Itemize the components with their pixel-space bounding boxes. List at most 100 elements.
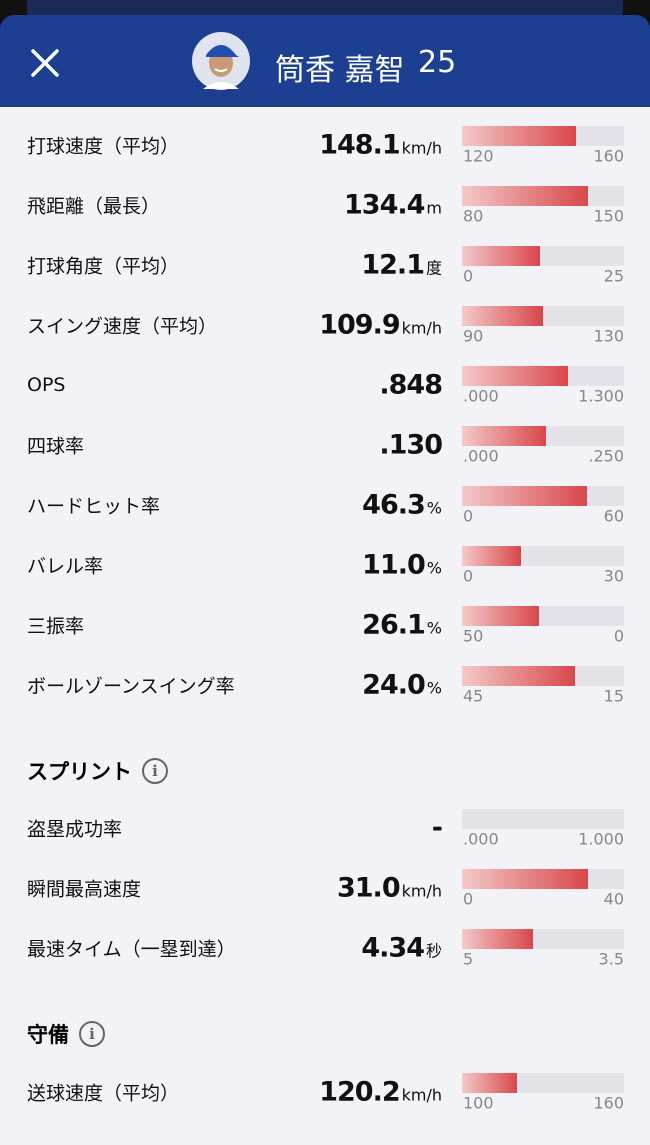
bar-fill <box>462 929 534 949</box>
value-number: 12.1 <box>361 249 425 281</box>
value-number: 134.4 <box>344 189 425 221</box>
section-title: 守備 i <box>27 1019 105 1049</box>
bar-track <box>462 186 624 206</box>
value-unit: 度 <box>425 258 442 278</box>
scale-min: .000 <box>463 386 499 406</box>
stat-label: 打球速度（平均） <box>27 135 180 158</box>
scale-max: 15 <box>603 686 624 706</box>
scale-max: 1.000 <box>578 829 624 849</box>
value-unit: 秒 <box>425 941 442 961</box>
info-icon[interactable]: i <box>79 1021 105 1047</box>
bar-fill <box>462 546 522 566</box>
stat-label: 三振率 <box>27 615 85 638</box>
stat-label: 飛距離（最長） <box>27 195 161 218</box>
stat-label: 瞬間最高速度 <box>27 878 142 901</box>
scale-max: 3.5 <box>598 949 624 969</box>
stat-label: 最速タイム（一塁到達） <box>27 938 236 961</box>
scale-min: 50 <box>463 626 484 646</box>
bar-fill <box>462 666 576 686</box>
stat-label: スイング速度（平均） <box>27 315 218 338</box>
bar-fill <box>462 869 588 889</box>
scale-min: 45 <box>463 686 484 706</box>
stat-label: 盗塁成功率 <box>27 818 123 841</box>
stat-value: 109.9 km/h <box>319 310 442 341</box>
scale-max: 160 <box>593 146 624 166</box>
stat-value: .130 <box>379 430 443 461</box>
stat-value: 12.1 度 <box>361 250 442 281</box>
value-unit: km/h <box>401 1085 442 1105</box>
value-unit: km/h <box>401 881 442 901</box>
player-name: 筒香 嘉智 <box>275 53 405 88</box>
value-number: 31.0 <box>336 872 401 904</box>
value-number: 109.9 <box>319 309 400 341</box>
stat-value: - <box>431 812 443 844</box>
value-number: - <box>431 812 443 844</box>
stat-value: 11.0% <box>362 550 442 581</box>
bar-fill <box>462 426 547 446</box>
scale-min: 0 <box>463 889 474 909</box>
bar-track <box>462 929 624 949</box>
value-number: 11.0 <box>362 549 426 581</box>
scale-min: 0 <box>463 266 474 286</box>
value-number: .848 <box>379 369 443 401</box>
value-unit: m <box>426 198 442 218</box>
value-number: 26.1 <box>362 609 426 641</box>
bar-track <box>462 869 624 889</box>
bar-fill <box>462 306 543 326</box>
stat-value: 4.34 秒 <box>361 933 442 964</box>
stat-label: 送球速度（平均） <box>27 1082 180 1105</box>
scale-min: 90 <box>463 326 484 346</box>
value-unit: km/h <box>401 138 442 158</box>
bar-track <box>462 246 624 266</box>
section-title: スプリント i <box>27 756 168 786</box>
avatar <box>192 32 250 90</box>
scale-max: .250 <box>588 446 624 466</box>
value-number: 148.1 <box>319 129 400 161</box>
value-unit: % <box>426 498 442 518</box>
scale-min: 80 <box>463 206 484 226</box>
stat-value: 24.0% <box>362 670 442 701</box>
value-number: 46.3 <box>362 489 426 521</box>
bar-fill <box>462 1073 517 1093</box>
scale-max: 0 <box>613 626 624 646</box>
stat-label: 四球率 <box>27 435 85 458</box>
info-icon[interactable]: i <box>142 758 168 784</box>
scale-min: .000 <box>463 446 499 466</box>
bar-track <box>462 126 624 146</box>
bar-fill <box>462 366 568 386</box>
scale-max: 60 <box>603 506 624 526</box>
section-text: 守備 <box>27 1023 69 1047</box>
close-button[interactable] <box>25 43 65 83</box>
stat-label: ボールゾーンスイング率 <box>27 675 235 698</box>
bar-fill <box>462 486 587 506</box>
bar-track <box>462 606 624 626</box>
scale-max: 1.300 <box>578 386 624 406</box>
stat-label: ハードヒット率 <box>27 495 161 518</box>
stat-value: .848 <box>379 369 443 401</box>
scale-min: .000 <box>463 829 499 849</box>
scale-max: 40 <box>603 889 624 909</box>
bar-track <box>462 666 624 686</box>
value-number: 4.34 <box>361 932 425 964</box>
scale-max: 130 <box>593 326 624 346</box>
header: 筒香 嘉智 25 <box>0 15 650 107</box>
bar-track <box>462 426 624 446</box>
stat-label: バレル率 <box>27 555 104 578</box>
scale-min: 100 <box>463 1093 494 1113</box>
bar-fill <box>462 126 576 146</box>
bar-track <box>462 306 624 326</box>
scale-min: 120 <box>463 146 494 166</box>
bar-fill <box>462 186 588 206</box>
scale-min: 0 <box>463 506 474 526</box>
scale-min: 5 <box>463 949 474 969</box>
stat-value: 120.2 km/h <box>319 1077 442 1108</box>
bar-fill <box>462 246 541 266</box>
player-number: 25 <box>418 45 457 80</box>
stat-value: 148.1 km/h <box>319 130 442 161</box>
scale-max: 160 <box>593 1093 624 1113</box>
section-text: スプリント <box>27 760 132 784</box>
value-number: 120.2 <box>319 1076 400 1108</box>
scale-min: 0 <box>463 566 474 586</box>
stat-value: 31.0 km/h <box>337 873 442 904</box>
